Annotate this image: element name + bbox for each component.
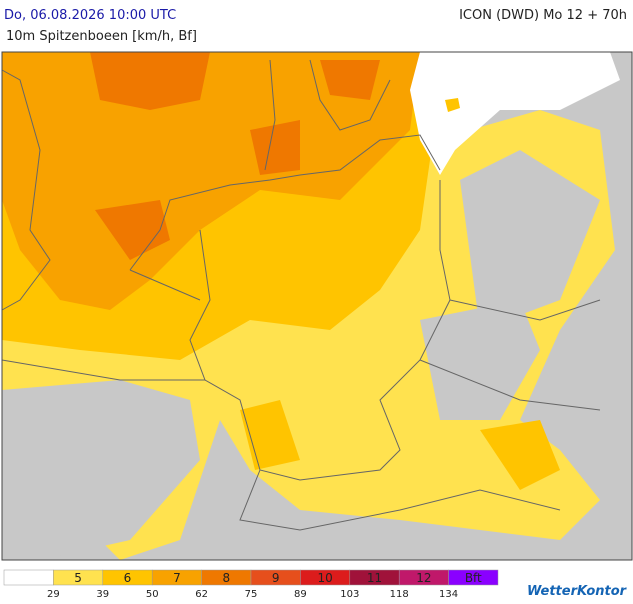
calm-area xyxy=(2,150,600,560)
gust-area-7 xyxy=(2,52,420,310)
threshold-label: 50 xyxy=(146,589,159,600)
legend-swatch xyxy=(3,569,54,586)
island-patch xyxy=(445,98,460,112)
coastline xyxy=(129,134,441,271)
threshold-label: 62 xyxy=(195,589,208,600)
map-frame xyxy=(1,51,633,561)
borders xyxy=(1,59,601,531)
threshold-label: 103 xyxy=(340,589,359,600)
model-run: ICON (DWD) Mo 12 + 70h xyxy=(459,8,627,23)
map xyxy=(1,51,633,561)
gust-area-8 xyxy=(90,52,380,260)
parameter-title: 10m Spitzenboeen [km/h, Bf] xyxy=(6,29,197,44)
logo: WetterKontor xyxy=(527,584,628,599)
country-border xyxy=(189,180,451,481)
valid-time: Do, 06.08.2026 10:00 UTC xyxy=(4,8,176,23)
threshold-label: 89 xyxy=(294,589,307,600)
threshold-label: 134 xyxy=(439,589,458,600)
legend-swatch xyxy=(448,569,499,586)
country-border xyxy=(1,269,601,531)
beaufort-label: 10 xyxy=(317,571,332,585)
beaufort-label: 7 xyxy=(173,571,181,585)
threshold-label: 75 xyxy=(245,589,258,600)
beaufort-label: 5 xyxy=(74,571,82,585)
beaufort-label: 11 xyxy=(367,571,382,585)
coastline xyxy=(1,69,51,311)
no-data-area xyxy=(410,52,620,175)
beaufort-label: 6 xyxy=(124,571,132,585)
beaufort-label: 12 xyxy=(416,571,431,585)
threshold-label: 39 xyxy=(96,589,109,600)
threshold-label: 29 xyxy=(47,589,60,600)
coastline xyxy=(264,59,391,171)
beaufort-label: 8 xyxy=(222,571,230,585)
beaufort-label: 9 xyxy=(272,571,280,585)
threshold-label: 118 xyxy=(390,589,409,600)
beaufort-label: Bft xyxy=(465,571,482,585)
